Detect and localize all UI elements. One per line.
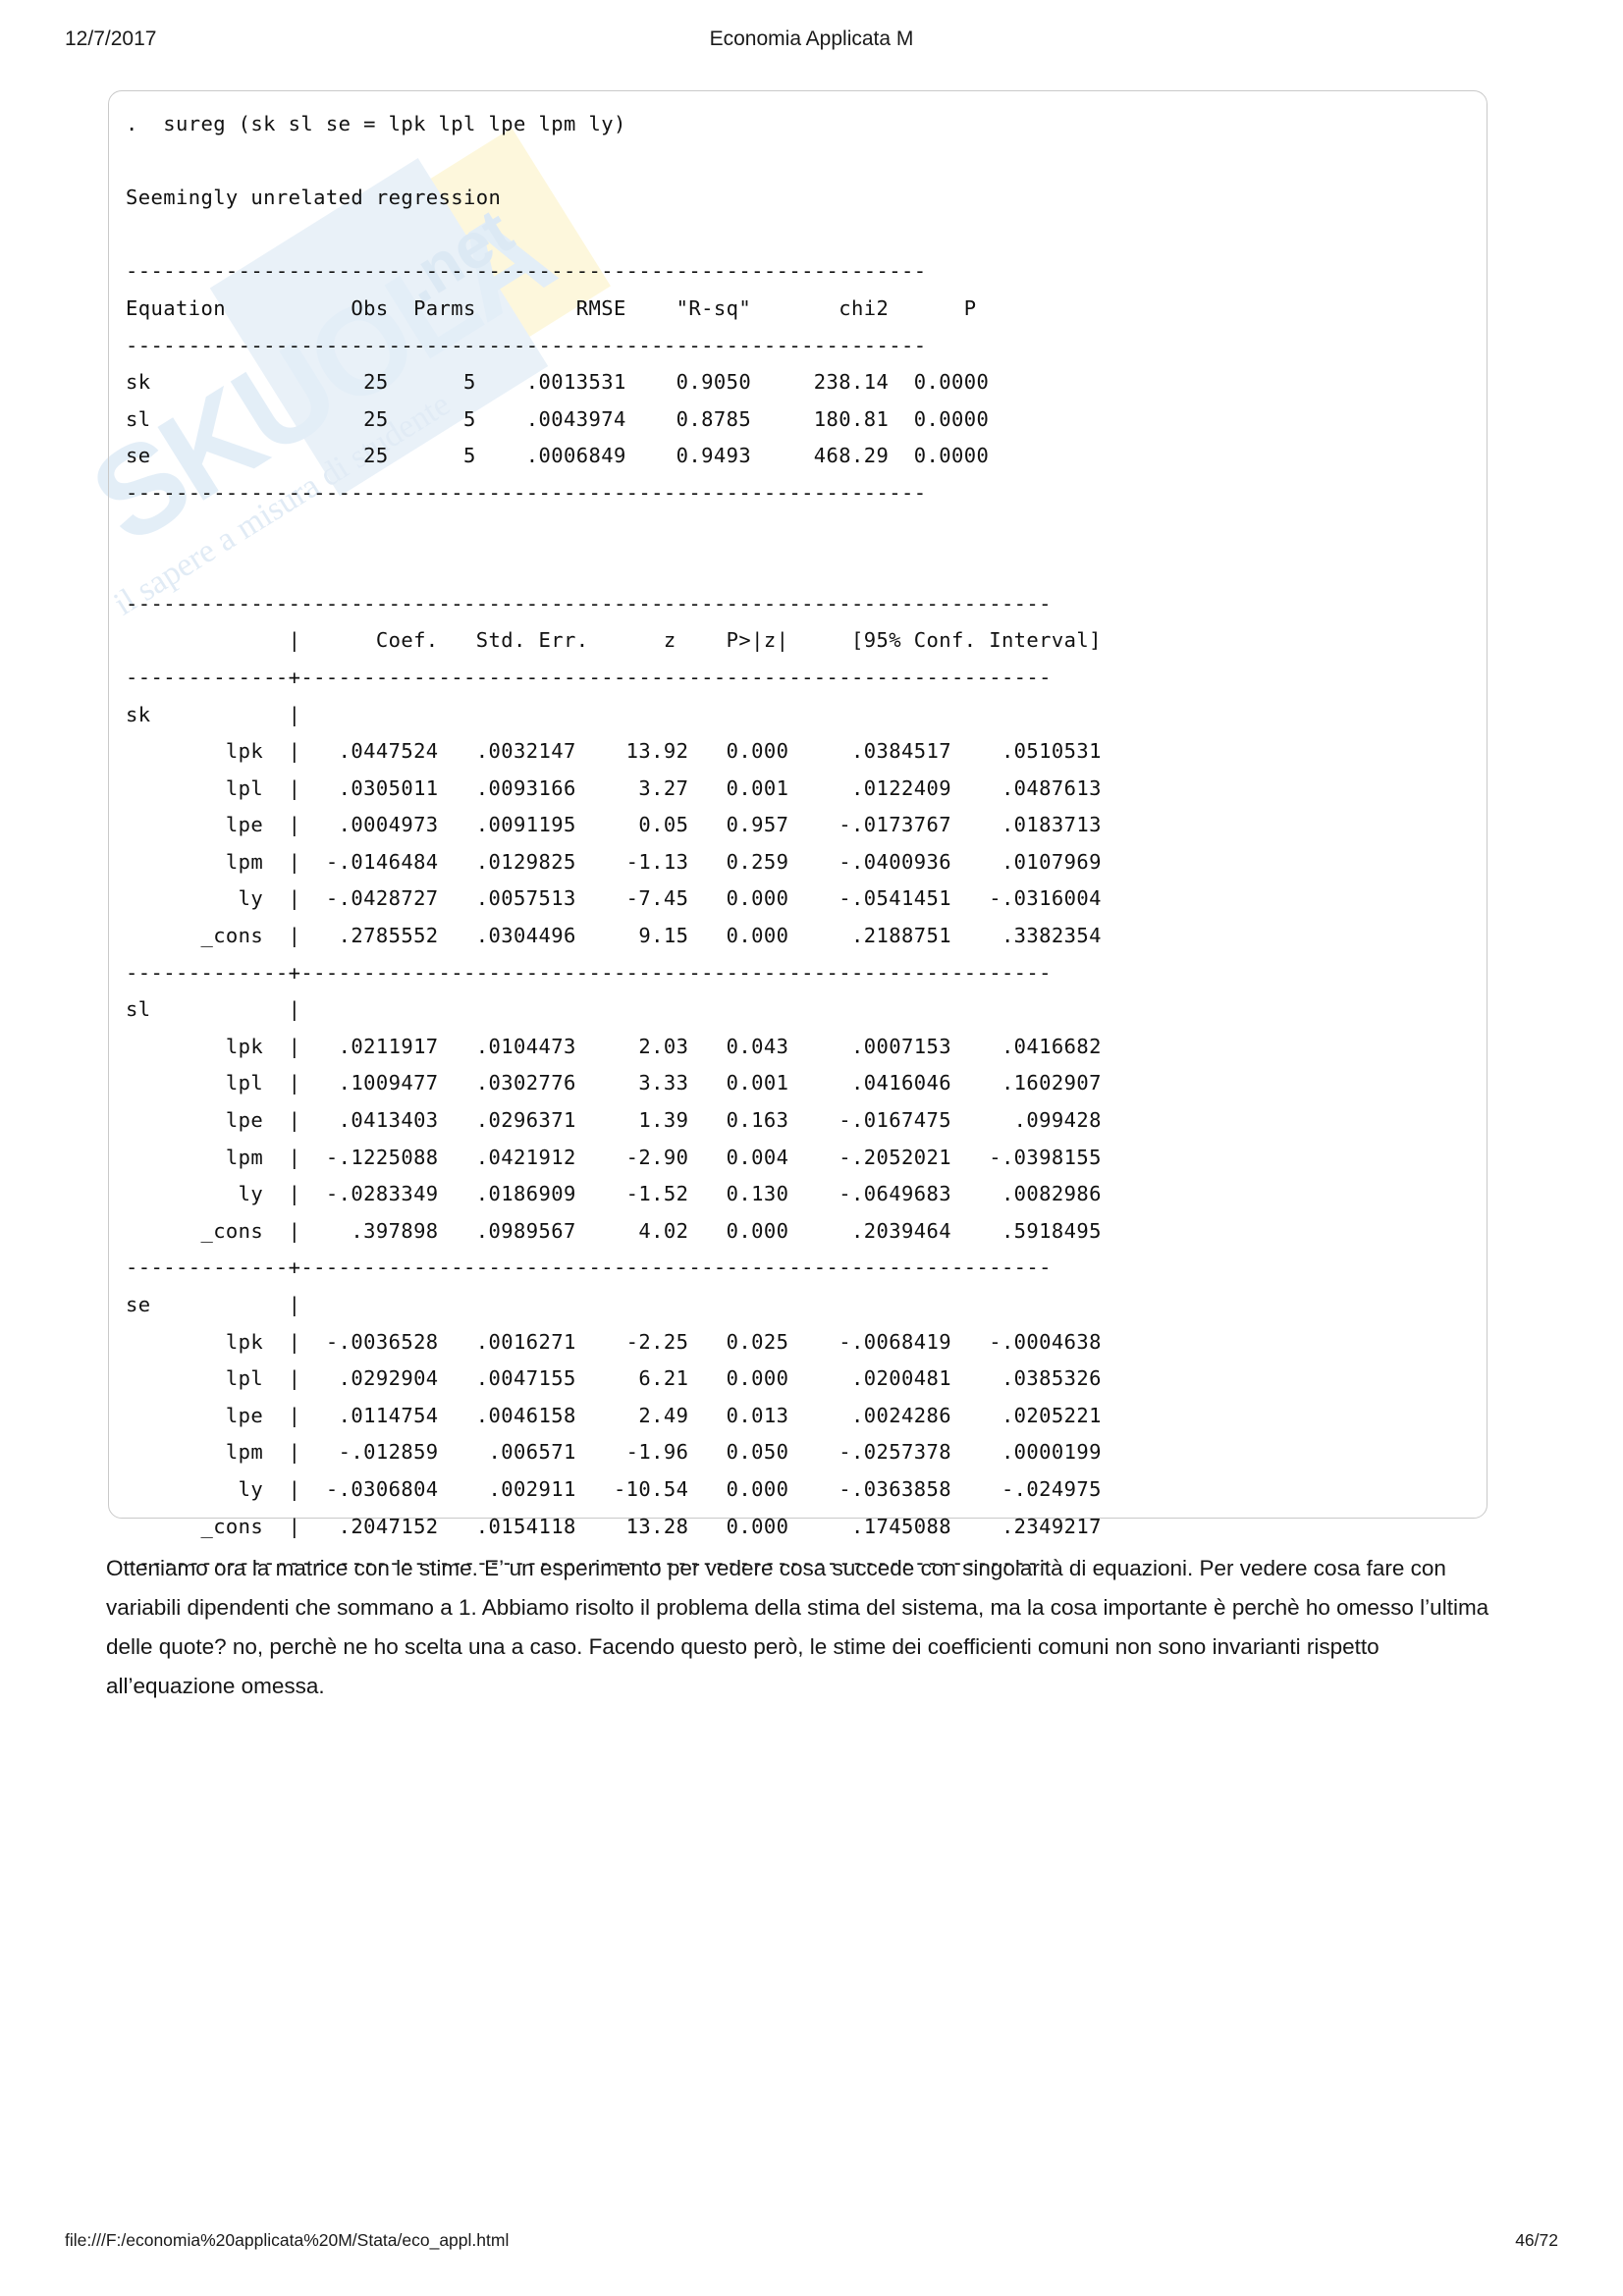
page-footer: file:///F:/economia%20applicata%20M/Stat…: [0, 2230, 1623, 2260]
header-date: 12/7/2017: [65, 27, 157, 50]
page-header: 12/7/2017 Economia Applicata M: [0, 27, 1623, 61]
stata-output-panel: [108, 90, 1488, 1519]
stata-output-text: . sureg (sk sl se = lpk lpl lpe lpm ly) …: [126, 112, 1102, 1575]
header-title: Economia Applicata M: [709, 27, 914, 50]
footer-file-url: file:///F:/economia%20applicata%20M/Stat…: [65, 2230, 510, 2250]
body-paragraph: Otteniamo ora la matrice con le stime. E…: [106, 1556, 1489, 1698]
footer-page-number: 46/72: [1515, 2230, 1558, 2250]
